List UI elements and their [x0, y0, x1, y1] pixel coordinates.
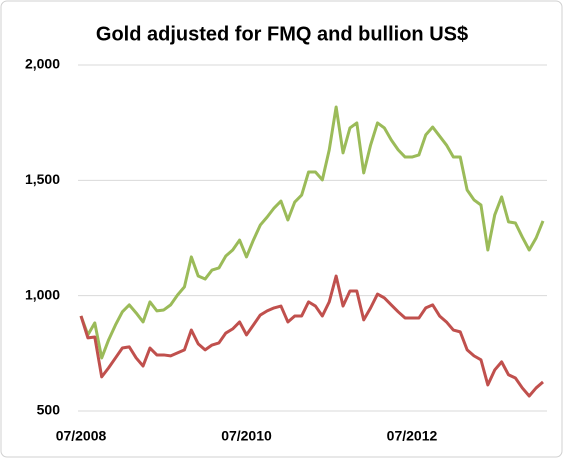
series-line: [79, 105, 545, 360]
series-line: [79, 274, 544, 398]
y-tick-label: 1,000: [25, 286, 60, 302]
x-tick-label: 07/2012: [387, 428, 438, 444]
y-tick-label: 500: [37, 402, 61, 418]
y-tick-label: 1,500: [25, 171, 60, 187]
x-tick-label: 07/2008: [56, 428, 107, 444]
y-tick-label: 2,000: [25, 56, 60, 72]
chart-title: Gold adjusted for FMQ and bullion US$: [96, 23, 468, 45]
x-tick-label: 07/2010: [221, 428, 272, 444]
